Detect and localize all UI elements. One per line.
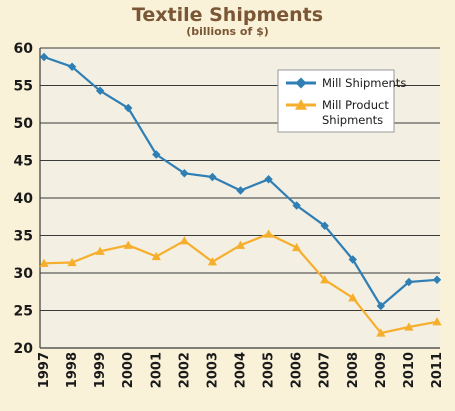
data-point xyxy=(179,236,189,245)
data-point xyxy=(67,257,77,267)
data-point xyxy=(180,169,189,178)
data-point xyxy=(95,86,105,95)
data-point xyxy=(320,221,329,230)
x-tick-label: 2002 xyxy=(177,352,192,388)
data-point xyxy=(39,258,49,267)
data-point xyxy=(348,293,358,302)
data-point xyxy=(376,301,386,311)
data-point xyxy=(404,277,414,287)
x-tick-label: 2005 xyxy=(262,352,277,388)
data-point xyxy=(292,242,302,252)
y-tick-label: 35 xyxy=(14,229,33,245)
chart-title: Textile Shipments xyxy=(131,4,324,26)
x-tick-label: 2011 xyxy=(430,352,445,388)
legend-label: Mill Shipments xyxy=(322,76,406,90)
y-tick-label: 30 xyxy=(14,266,34,282)
data-point xyxy=(432,275,442,284)
data-point xyxy=(432,317,442,326)
x-tick-label: 2008 xyxy=(346,352,361,388)
x-tick-label: 1997 xyxy=(37,352,52,388)
legend-label: Mill Product xyxy=(322,98,389,112)
y-tick-label: 50 xyxy=(14,116,34,132)
y-tick-label: 40 xyxy=(14,191,34,207)
legend xyxy=(277,69,395,133)
data-point xyxy=(348,255,357,264)
x-tick-label: 2004 xyxy=(234,352,249,388)
data-point xyxy=(235,240,246,249)
data-point xyxy=(67,62,77,71)
data-point xyxy=(404,322,414,331)
data-point xyxy=(151,251,161,261)
x-tick-label: 2006 xyxy=(290,352,305,388)
data-point xyxy=(123,240,133,249)
data-point xyxy=(376,328,386,337)
y-tick-label: 20 xyxy=(14,341,34,357)
y-tick-label: 55 xyxy=(14,79,33,95)
data-point xyxy=(264,175,273,184)
data-point xyxy=(207,257,218,266)
y-tick-label: 25 xyxy=(14,304,33,320)
data-point xyxy=(152,150,161,159)
x-tick-label: 2003 xyxy=(205,352,220,388)
x-tick-label: 2009 xyxy=(374,352,389,388)
legend-swatch-marker xyxy=(295,99,307,110)
x-tick-label: 2007 xyxy=(318,352,333,388)
data-point xyxy=(208,172,217,182)
data-point xyxy=(263,229,274,238)
x-tick-label: 2001 xyxy=(149,352,164,388)
x-tick-label: 1999 xyxy=(93,352,108,388)
data-point xyxy=(39,52,49,62)
y-tick-label: 45 xyxy=(14,154,33,170)
data-point xyxy=(236,186,245,195)
x-tick-label: 1998 xyxy=(65,352,80,388)
chart-subtitle: (billions of $) xyxy=(186,25,269,38)
legend-swatch-marker xyxy=(295,77,307,89)
data-point xyxy=(95,246,105,255)
data-point xyxy=(124,103,133,113)
data-point xyxy=(320,275,330,284)
x-tick-label: 2000 xyxy=(121,352,136,388)
legend-label: Shipments xyxy=(322,113,383,127)
y-tick-label: 60 xyxy=(14,41,34,57)
data-point xyxy=(292,201,301,210)
x-tick-label: 2010 xyxy=(402,352,417,388)
